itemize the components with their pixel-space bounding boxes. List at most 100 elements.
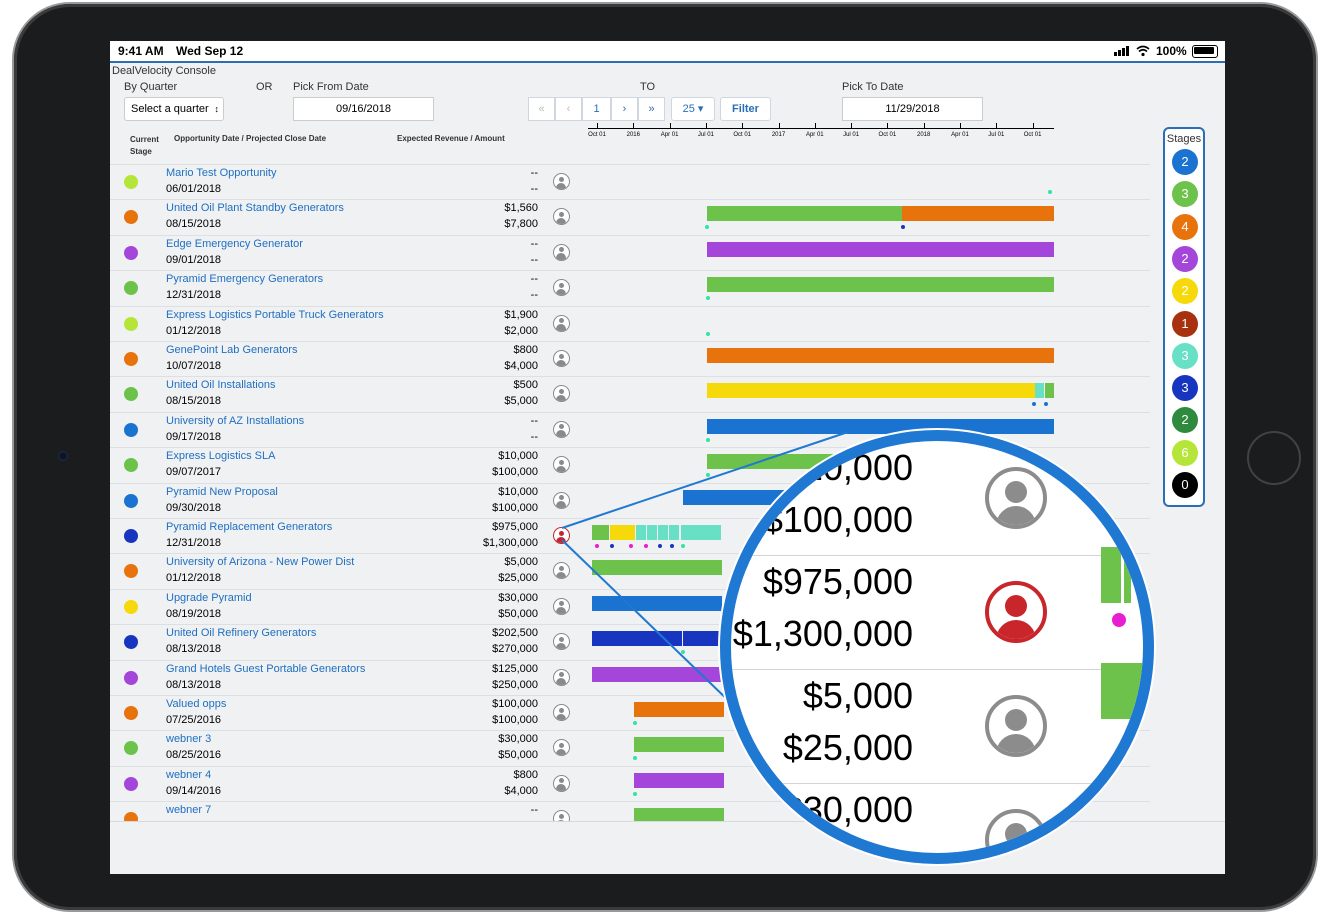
opportunity-link[interactable]: Edge Emergency Generator bbox=[166, 237, 303, 250]
table-row[interactable]: webner 4 09/14/2016 $800 $4,000 bbox=[110, 765, 1150, 802]
table-row[interactable]: United Oil Plant Standby Generators 08/15… bbox=[110, 199, 1150, 235]
table-row[interactable]: Pyramid Replacement Generators 12/31/2018… bbox=[110, 518, 1150, 554]
table-row[interactable]: United Oil Installations 08/15/2018 $500 $5… bbox=[110, 376, 1150, 412]
opportunity-link[interactable]: Grand Hotels Guest Portable Generators bbox=[166, 662, 366, 675]
timeline-marker[interactable] bbox=[681, 544, 685, 548]
opportunity-link[interactable]: University of AZ Installations bbox=[166, 414, 305, 427]
owner-avatar-icon[interactable] bbox=[553, 420, 570, 438]
stage-count-badge[interactable]: 0 bbox=[1172, 472, 1198, 498]
page-size-select[interactable]: 25 ▾ bbox=[671, 97, 715, 121]
table-row[interactable]: Pyramid Emergency Generators 12/31/2018 --… bbox=[110, 270, 1150, 306]
timeline-marker[interactable] bbox=[1048, 190, 1052, 194]
timeline-bar[interactable] bbox=[707, 206, 902, 222]
stage-count-badge[interactable]: 3 bbox=[1172, 342, 1198, 369]
timeline-bar[interactable] bbox=[707, 241, 1054, 257]
owner-avatar-icon[interactable] bbox=[553, 774, 570, 792]
table-row[interactable]: webner 3 08/25/2016 $30,000 $50,000 bbox=[110, 730, 1150, 766]
table-row[interactable]: University of AZ Installations 09/17/2018… bbox=[110, 411, 1150, 448]
timeline-marker[interactable] bbox=[658, 544, 662, 548]
timeline-marker[interactable] bbox=[705, 225, 709, 230]
opportunity-link[interactable]: United Oil Refinery Generators bbox=[166, 627, 317, 640]
timeline-marker[interactable] bbox=[629, 544, 633, 548]
table-row[interactable]: GenePoint Lab Generators 10/07/2018 $800 $4… bbox=[110, 341, 1150, 377]
timeline-bar[interactable] bbox=[669, 525, 679, 540]
pager-last-button[interactable]: » bbox=[638, 97, 665, 121]
owner-avatar-icon[interactable] bbox=[553, 491, 570, 509]
owner-avatar-icon[interactable] bbox=[553, 456, 570, 474]
table-row[interactable]: Express Logistics Portable Truck Generat… bbox=[110, 305, 1150, 342]
opportunity-link[interactable]: Express Logistics SLA bbox=[166, 450, 276, 463]
owner-avatar-icon[interactable] bbox=[553, 208, 570, 226]
owner-avatar-icon[interactable] bbox=[553, 173, 570, 190]
owner-avatar-icon[interactable] bbox=[553, 527, 570, 544]
timeline-bar[interactable] bbox=[707, 277, 1054, 293]
timeline-marker[interactable] bbox=[595, 544, 599, 548]
filter-button[interactable]: Filter bbox=[720, 97, 771, 121]
timeline-bar[interactable] bbox=[707, 383, 1035, 399]
timeline-bar[interactable] bbox=[636, 525, 646, 540]
timeline-marker[interactable] bbox=[706, 296, 710, 301]
timeline-bar[interactable] bbox=[634, 772, 724, 788]
opportunity-link[interactable]: Pyramid Emergency Generators bbox=[166, 273, 324, 286]
opportunity-link[interactable]: webner 7 bbox=[166, 804, 212, 817]
stage-count-badge[interactable]: 2 bbox=[1172, 245, 1198, 272]
stage-count-badge[interactable]: 2 bbox=[1172, 278, 1198, 305]
timeline-bar[interactable] bbox=[707, 418, 1054, 434]
timeline-marker[interactable] bbox=[901, 225, 905, 230]
opportunity-link[interactable]: GenePoint Lab Generators bbox=[166, 344, 298, 356]
owner-avatar-icon[interactable] bbox=[553, 243, 570, 261]
owner-avatar-icon[interactable] bbox=[553, 562, 570, 580]
timeline-marker[interactable] bbox=[1044, 402, 1048, 407]
stage-count-badge[interactable]: 1 bbox=[1172, 310, 1198, 337]
table-row[interactable]: Valued opps 07/25/2016 $100,000 $100,000 bbox=[110, 695, 1150, 731]
pager-page-button[interactable]: 1 bbox=[582, 97, 611, 121]
timeline-bar[interactable] bbox=[1045, 383, 1054, 399]
opportunity-link[interactable]: United Oil Plant Standby Generators bbox=[166, 202, 344, 215]
opportunity-link[interactable]: Mario Test Opportunity bbox=[166, 167, 277, 179]
timeline-marker[interactable] bbox=[1032, 402, 1036, 407]
stage-count-badge[interactable]: 4 bbox=[1172, 213, 1198, 240]
table-row[interactable]: webner 7 -- bbox=[110, 801, 1150, 837]
timeline-marker[interactable] bbox=[670, 544, 674, 548]
quarter-select[interactable]: Select a quarter ↕ bbox=[124, 97, 224, 121]
opportunity-link[interactable]: Valued opps bbox=[166, 698, 227, 710]
opportunity-link[interactable]: Express Logistics Portable Truck Generat… bbox=[166, 308, 384, 321]
timeline-bar[interactable] bbox=[681, 525, 721, 540]
stage-count-badge[interactable]: 3 bbox=[1172, 181, 1198, 208]
timeline-bar[interactable] bbox=[592, 525, 609, 540]
timeline-bar[interactable] bbox=[707, 348, 1054, 363]
owner-avatar-icon[interactable] bbox=[553, 597, 570, 615]
opportunity-link[interactable]: University of Arizona - New Power Dist bbox=[166, 556, 355, 569]
owner-avatar-icon[interactable] bbox=[553, 704, 570, 721]
timeline-marker[interactable] bbox=[633, 756, 637, 761]
pager-prev-button[interactable]: ‹ bbox=[555, 97, 582, 121]
timeline-bar[interactable] bbox=[902, 206, 1054, 222]
owner-avatar-icon[interactable] bbox=[553, 350, 570, 367]
opportunity-link[interactable]: United Oil Installations bbox=[166, 379, 276, 392]
timeline-marker[interactable] bbox=[644, 544, 648, 548]
owner-avatar-icon[interactable] bbox=[553, 633, 570, 651]
timeline-bar[interactable] bbox=[610, 525, 635, 540]
timeline-marker[interactable] bbox=[633, 721, 637, 725]
timeline-bar[interactable] bbox=[707, 454, 837, 470]
owner-avatar-icon[interactable] bbox=[553, 385, 570, 403]
owner-avatar-icon[interactable] bbox=[553, 279, 570, 297]
timeline-marker[interactable] bbox=[610, 544, 614, 548]
timeline-bar[interactable] bbox=[647, 525, 657, 540]
stage-count-badge[interactable]: 2 bbox=[1172, 149, 1198, 175]
timeline-bar[interactable] bbox=[658, 525, 668, 540]
table-row[interactable]: Pyramid New Proposal 09/30/2018 $10,000 $10… bbox=[110, 482, 1150, 519]
table-row[interactable]: Edge Emergency Generator 09/01/2018 -- -- bbox=[110, 234, 1150, 271]
timeline-bar[interactable] bbox=[592, 560, 722, 576]
timeline-bar[interactable] bbox=[634, 808, 724, 824]
timeline-bar[interactable] bbox=[634, 737, 724, 753]
stage-count-badge[interactable]: 6 bbox=[1172, 439, 1198, 466]
stage-count-badge[interactable]: 3 bbox=[1172, 375, 1198, 402]
timeline-bar[interactable] bbox=[683, 489, 793, 505]
from-date-input[interactable]: 09/16/2018 bbox=[293, 97, 434, 121]
timeline-marker[interactable] bbox=[681, 650, 685, 655]
table-row[interactable]: Grand Hotels Guest Portable Generators 08… bbox=[110, 659, 1150, 696]
timeline-bar[interactable] bbox=[634, 702, 724, 717]
timeline-bar[interactable] bbox=[1035, 383, 1044, 399]
owner-avatar-icon[interactable] bbox=[553, 314, 570, 332]
